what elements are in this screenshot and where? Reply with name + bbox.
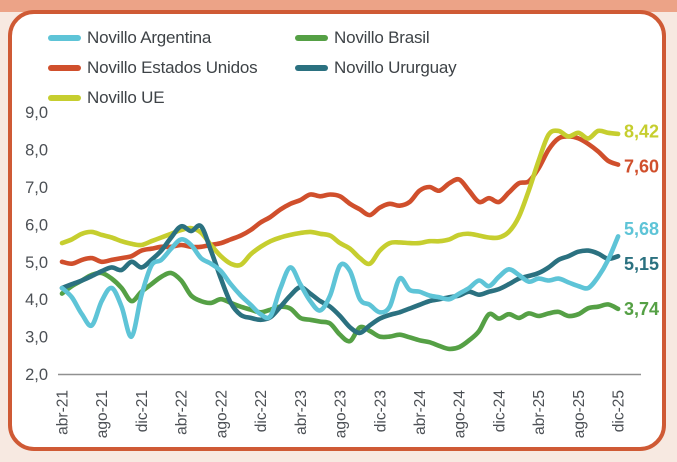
y-tick-label: 5,0 [25,254,48,272]
y-tick-label: 4,0 [25,291,48,309]
x-tick-label: abr-24 [412,390,429,435]
series-line-novillo-brasil [59,270,621,352]
legend-label: Novillo Estados Unidos [87,58,258,77]
legend-swatch-icon [48,65,81,71]
x-tick-label: ago-21 [94,390,111,438]
top-decor-band [0,0,677,12]
y-tick-label: 7,0 [25,179,48,197]
x-tick-label: dic-24 [491,390,508,433]
y-tick-label: 9,0 [25,104,48,122]
series-end-value-label: 3,74 [624,299,659,319]
legend-label: Novillo Ururguay [334,58,457,77]
legend-swatch-icon [295,35,328,41]
x-tick-label: ago-25 [571,390,588,438]
x-tick-label: abr-25 [531,390,548,435]
series-line-novillo-ue [59,128,621,268]
series-line-novillo-ururguay [59,223,621,336]
legend-item: Novillo Argentina [48,27,211,49]
x-tick-label: abr-23 [293,390,310,435]
chart-legend: Novillo Argentina Novillo Brasil Novillo E… [0,0,677,120]
legend-label: Novillo Argentina [87,28,212,47]
x-tick-label: abr-21 [55,390,72,435]
series-line-novillo-estados-unidos [59,134,621,267]
legend-label: Novillo UE [87,88,165,107]
legend-label: Novillo Brasil [334,28,430,47]
legend-item: Novillo Brasil [295,27,430,49]
x-tick-label: dic-25 [611,390,628,432]
x-tick-label: ago-24 [452,390,469,439]
x-tick-label: dic-21 [134,390,151,432]
x-tick-label: dic-22 [253,390,270,432]
y-tick-label: 3,0 [25,329,48,347]
y-tick-label: 8,0 [25,142,48,160]
y-tick-label: 2,0 [25,366,48,384]
x-tick-label: ago-22 [213,390,230,438]
x-tick-label: ago-23 [333,390,350,438]
series-end-value-label: 7,60 [624,157,659,177]
legend-swatch-icon [48,95,81,101]
series-end-value-label: 5,68 [624,219,659,239]
series-line-novillo-argentina [59,234,621,339]
legend-swatch-icon [295,65,328,71]
series-end-value-label: 8,42 [624,122,659,142]
x-tick-label: dic-23 [372,390,389,432]
x-tick-label: abr-22 [174,390,191,435]
series-end-value-label: 5,15 [624,254,659,274]
legend-item: Novillo Estados Unidos [48,57,258,79]
y-tick-label: 6,0 [25,216,48,234]
legend-item: Novillo UE [48,87,165,109]
legend-item: Novillo Ururguay [295,57,457,79]
legend-swatch-icon [48,35,81,41]
chart-card [8,10,666,451]
